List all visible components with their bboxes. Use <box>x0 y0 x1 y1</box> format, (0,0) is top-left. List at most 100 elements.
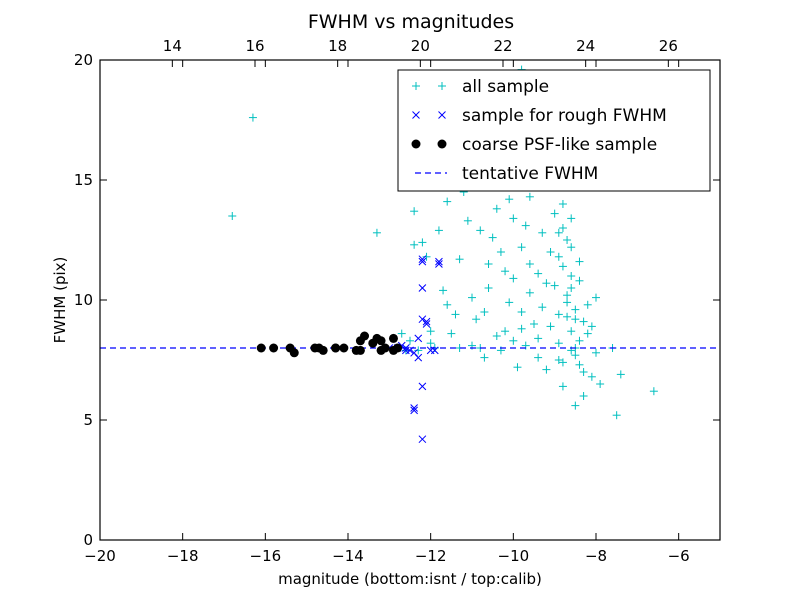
all-sample-point <box>592 348 600 357</box>
all-sample-point <box>517 243 526 252</box>
all-sample-point <box>410 240 419 249</box>
coarse-psf-point <box>256 343 266 353</box>
coarse-psf-point <box>331 343 341 353</box>
coarse-psf-point <box>360 331 370 341</box>
all-sample-point <box>542 365 551 374</box>
coarse-psf-point <box>289 348 299 358</box>
all-sample-point <box>554 252 563 261</box>
all-sample-point <box>575 257 584 266</box>
all-sample-point <box>525 260 534 268</box>
legend-marker <box>412 82 420 90</box>
coarse-psf-point <box>318 345 328 355</box>
all-sample-point <box>439 286 448 295</box>
x-top-tick-label: 14 <box>163 37 182 55</box>
legend-entry-all-sample: all sample <box>462 77 549 97</box>
all-sample-point <box>517 324 526 333</box>
all-sample-point <box>530 320 538 328</box>
legend-marker <box>411 139 421 149</box>
x-tick-label: −18 <box>167 547 199 565</box>
x-tick-label: −16 <box>250 547 282 565</box>
all-sample-point <box>434 226 443 235</box>
all-sample-point <box>228 212 237 220</box>
all-sample-point <box>480 353 489 362</box>
all-sample-point <box>451 310 460 319</box>
x-tick-label: −12 <box>415 547 447 565</box>
y-tick-label: 20 <box>74 51 93 69</box>
x-top-tick-label: 18 <box>328 37 347 55</box>
rough-sample-point <box>435 260 443 268</box>
all-sample-point <box>571 401 580 410</box>
all-sample-point <box>596 380 605 388</box>
y-axis-label: FWHM (pix) <box>51 257 69 344</box>
all-sample-point <box>534 269 543 278</box>
all-sample-point <box>575 276 584 285</box>
all-sample-point <box>567 272 576 280</box>
all-sample-point <box>538 228 547 237</box>
legend-entry-coarse: coarse PSF-like sample <box>462 135 657 155</box>
all-sample-point <box>563 298 572 307</box>
all-sample-point <box>496 248 505 256</box>
rough-sample-point <box>418 382 427 391</box>
rough-sample-point <box>418 284 427 292</box>
all-sample-point <box>550 209 559 218</box>
coarse-psf-point <box>355 345 365 355</box>
all-sample-point <box>505 298 514 307</box>
all-sample-point <box>422 252 431 261</box>
all-sample-point <box>501 267 510 276</box>
rough-sample-point <box>410 406 418 415</box>
all-sample-point <box>443 197 452 206</box>
all-sample-point <box>567 214 576 223</box>
all-sample-point <box>538 303 547 312</box>
all-sample-point <box>447 329 456 338</box>
rough-sample-point <box>430 346 439 355</box>
all-sample-point <box>397 329 406 338</box>
all-sample-point <box>554 339 563 348</box>
y-tick-label: 5 <box>83 411 93 429</box>
all-sample-point <box>517 308 526 316</box>
all-sample-point <box>563 236 572 244</box>
all-sample-point <box>558 262 567 271</box>
rough-sample-point <box>422 317 431 326</box>
all-sample-point <box>567 284 576 292</box>
all-sample-point <box>468 293 476 302</box>
all-sample-point <box>575 360 584 369</box>
coarse-psf-point <box>376 336 386 346</box>
all-sample-point <box>509 336 518 345</box>
all-sample-point <box>554 356 563 364</box>
x-top-tick-label: 22 <box>493 37 512 55</box>
all-sample-point <box>587 322 596 331</box>
all-sample-point <box>554 228 563 237</box>
all-sample-point <box>372 228 381 237</box>
chart-title: FWHM vs magnitudes <box>308 11 514 33</box>
all-sample-point <box>476 226 485 235</box>
all-sample-point <box>248 113 257 122</box>
rough-sample-point <box>435 257 443 266</box>
x-tick-label: −14 <box>332 547 364 565</box>
all-sample-point <box>579 392 588 400</box>
all-sample-point <box>583 300 592 309</box>
all-sample-point <box>480 308 489 316</box>
all-sample-point <box>571 315 580 324</box>
rough-sample-point <box>402 344 410 352</box>
all-sample-point <box>587 372 596 381</box>
all-sample-point <box>571 305 580 314</box>
all-sample-point <box>505 195 514 204</box>
rough-sample-point <box>418 257 427 266</box>
all-sample-point <box>546 248 555 256</box>
coarse-psf-point <box>339 343 349 353</box>
rough-sample-point <box>418 255 427 264</box>
all-sample-point <box>525 288 534 297</box>
x-top-tick-label: 20 <box>411 37 430 55</box>
all-sample-point <box>567 327 576 336</box>
legend-marker <box>412 111 420 119</box>
legend-entry-rough: sample for rough FWHM <box>462 106 667 126</box>
x-top-tick-label: 16 <box>245 37 264 55</box>
x-top-tick-label: 26 <box>659 37 678 55</box>
all-sample-point <box>509 274 518 283</box>
rough-sample-point <box>414 334 423 343</box>
all-sample-point <box>484 260 493 268</box>
all-sample-point <box>426 339 435 348</box>
all-sample-point <box>406 336 414 345</box>
all-sample-point <box>550 281 559 290</box>
